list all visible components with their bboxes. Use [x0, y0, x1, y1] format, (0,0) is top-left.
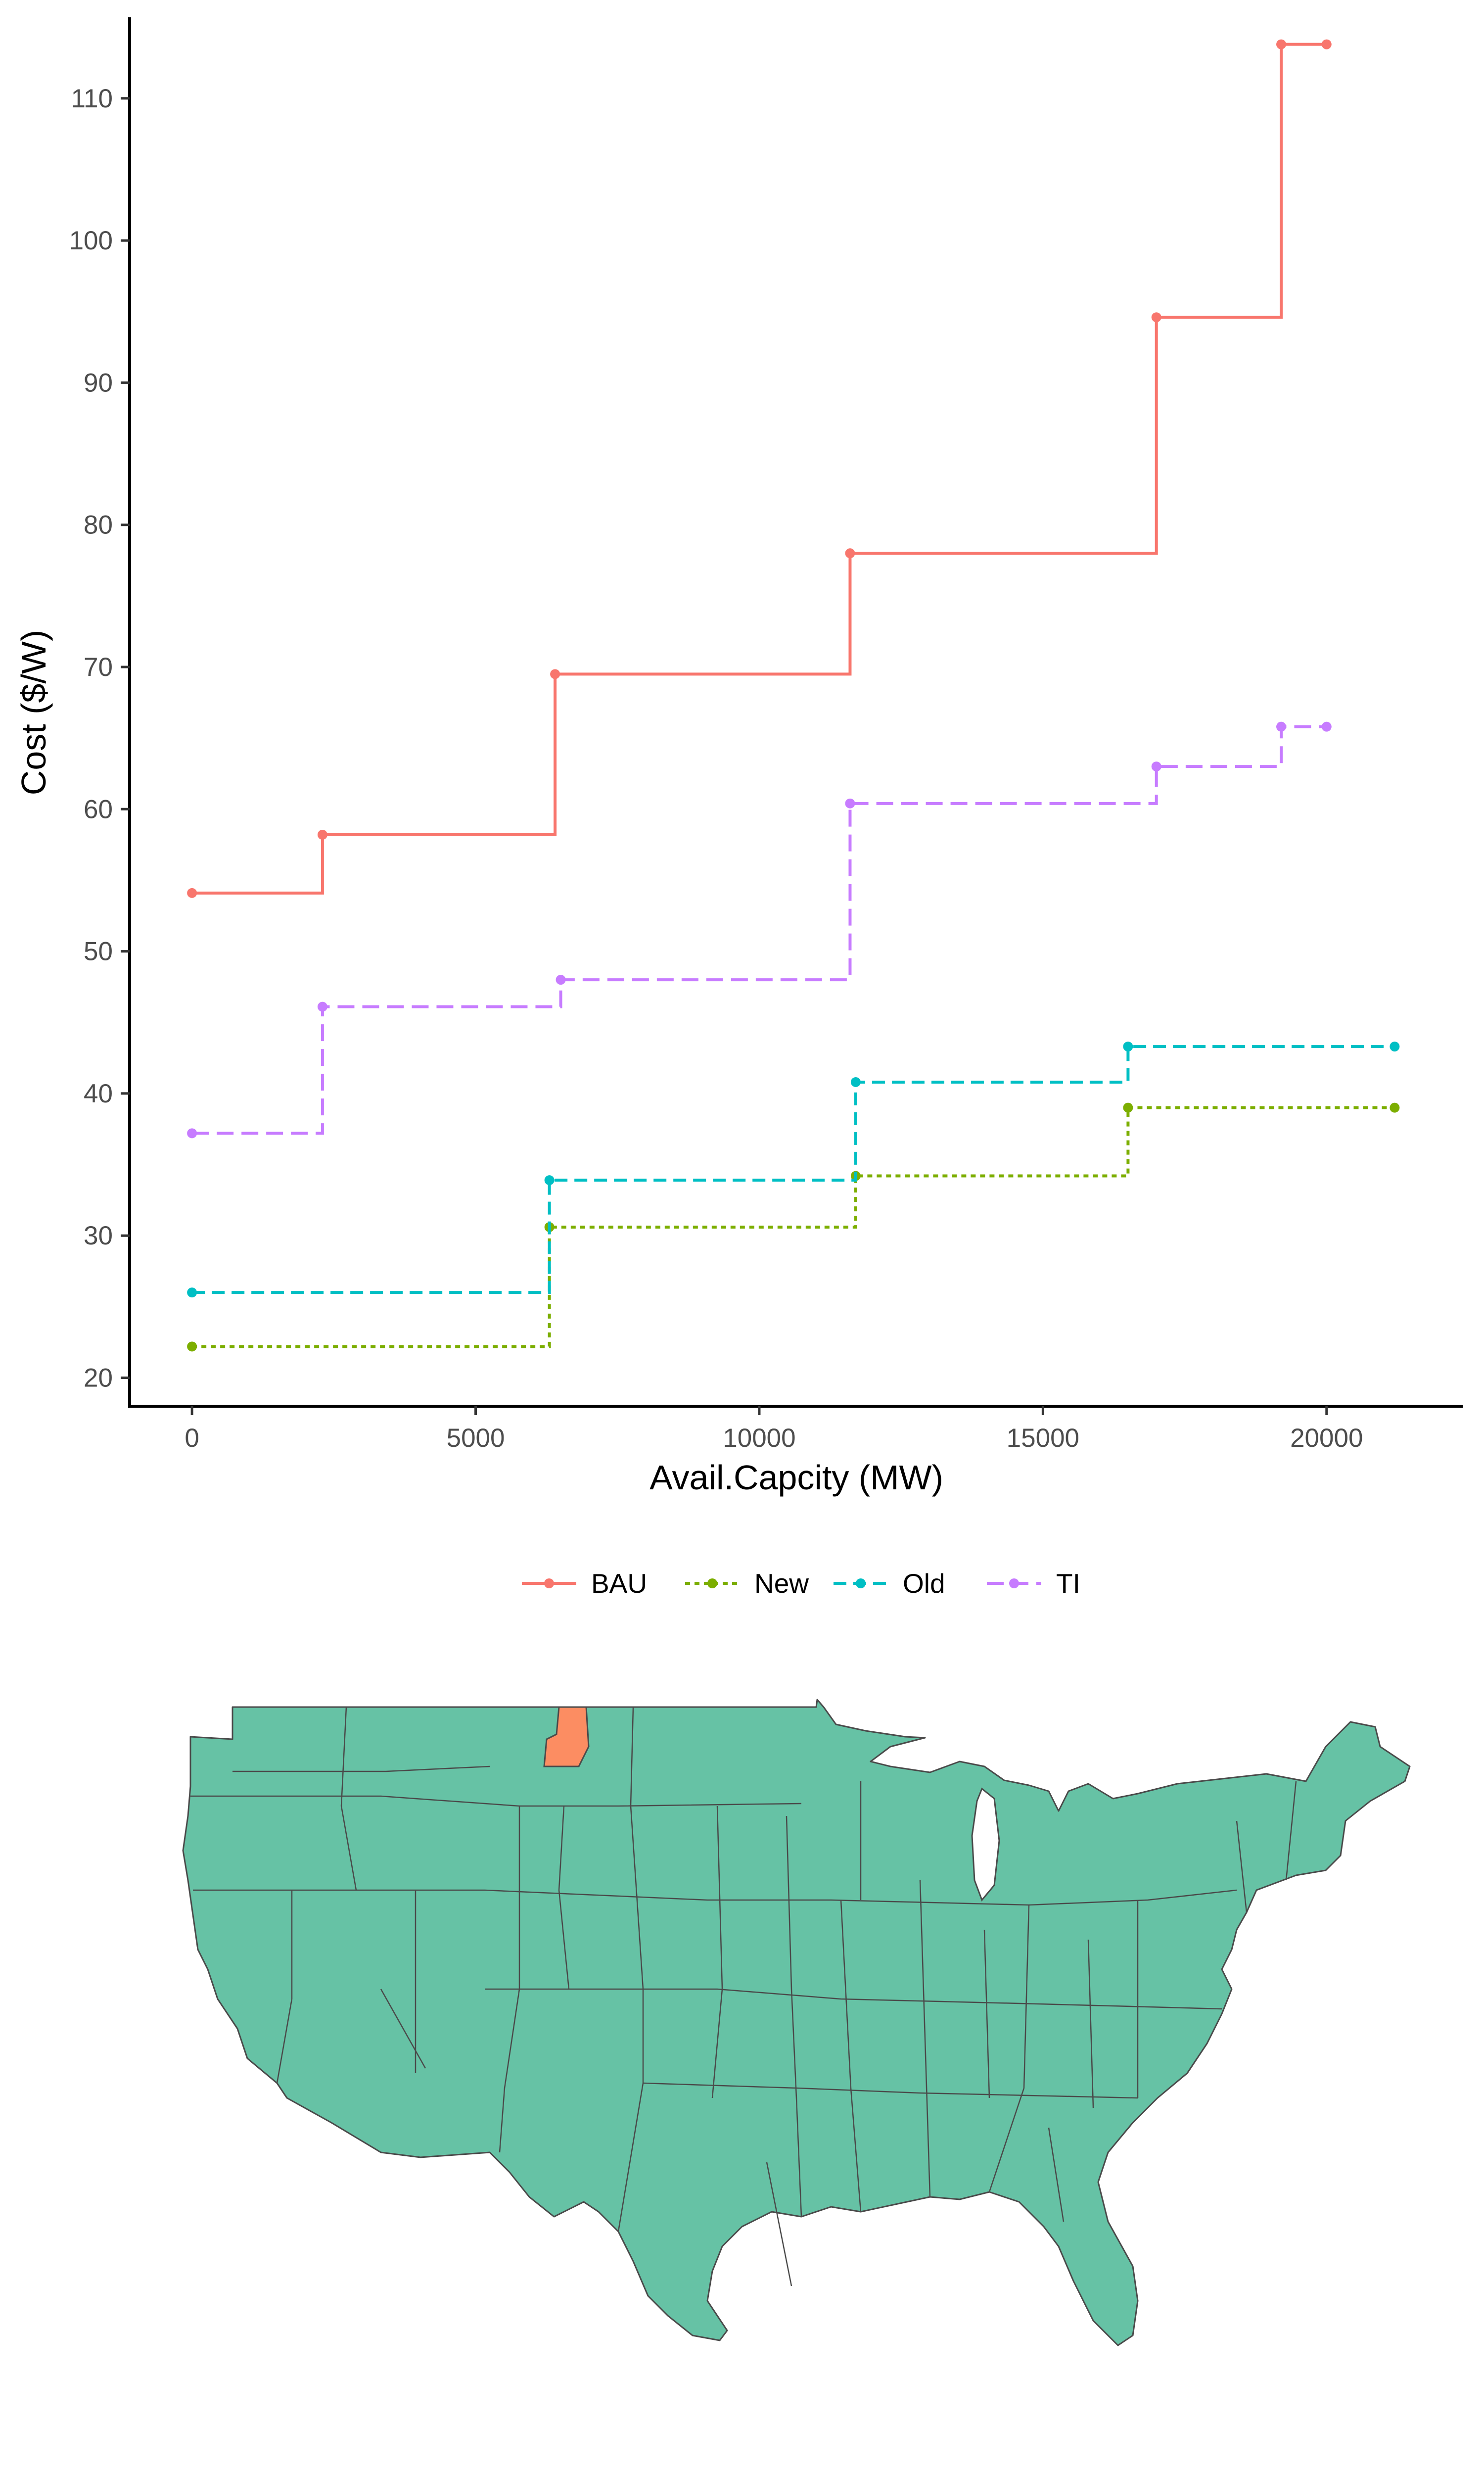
y-axis-ticks: 20 30 40 50 60 70 80 90 100 110	[69, 84, 130, 1393]
x-axis-ticks: 0 5000 10000 15000 20000	[185, 1406, 1363, 1453]
plot-panel: 20 30 40 50 60 70 80 90 100 110 0 5000 10000 15000 20…	[69, 17, 1463, 1453]
legend-key-point	[1009, 1578, 1019, 1588]
x-tick-label: 0	[185, 1424, 199, 1453]
x-tick-label: 5000	[447, 1424, 505, 1453]
conterminous-us	[182, 1699, 1411, 2346]
legend: BAU New Old TI	[522, 1568, 1080, 1599]
data-point	[317, 1001, 327, 1012]
legend-key-point	[856, 1578, 866, 1588]
series-layer	[187, 39, 1400, 1352]
series-new	[187, 1102, 1400, 1352]
y-tick-label: 40	[84, 1079, 113, 1108]
legend-item-ti: TI	[987, 1568, 1080, 1599]
series-line-bau	[192, 43, 1327, 895]
y-tick-label: 70	[84, 653, 113, 682]
legend-key-point	[544, 1578, 554, 1588]
data-point	[187, 1128, 197, 1139]
legend-label: BAU	[591, 1568, 647, 1599]
data-point	[845, 548, 855, 559]
x-axis-title: Avail.Capcity (MW)	[649, 1458, 943, 1497]
us-regions-map	[182, 1699, 1411, 2346]
series-bau	[187, 39, 1332, 898]
data-point	[1151, 761, 1161, 772]
legend-item-old: Old	[834, 1568, 945, 1599]
y-tick-label: 30	[84, 1221, 113, 1250]
data-point	[187, 888, 197, 898]
x-tick-label: 10000	[723, 1424, 795, 1453]
y-tick-label: 60	[84, 795, 113, 824]
series-old	[187, 1042, 1400, 1298]
region-boundaries	[190, 1707, 1297, 2286]
data-point	[850, 1077, 861, 1087]
legend-item-new: New	[685, 1568, 809, 1599]
lake-michigan	[971, 1787, 1000, 1902]
data-point	[317, 830, 327, 840]
series-line-new	[192, 1106, 1395, 1348]
x-tick-label: 15000	[1007, 1424, 1079, 1453]
data-point	[187, 1287, 197, 1298]
y-tick-label: 100	[69, 226, 113, 255]
data-point	[845, 798, 855, 809]
data-point	[1390, 1042, 1400, 1052]
series-ti	[187, 721, 1332, 1139]
data-point	[556, 975, 566, 985]
step-chart: 20 30 40 50 60 70 80 90 100 110 0 5000 10000 15000 20…	[14, 17, 1463, 1599]
us-outline	[182, 1699, 1411, 2346]
data-point	[1321, 721, 1332, 732]
data-point	[1151, 312, 1161, 323]
y-tick-label: 80	[84, 511, 113, 540]
data-point	[1123, 1102, 1133, 1113]
legend-label: TI	[1056, 1568, 1080, 1599]
series-line-ti	[192, 725, 1327, 1135]
legend-label: New	[754, 1568, 809, 1599]
x-tick-label: 20000	[1290, 1424, 1363, 1453]
highlighted-region	[543, 1706, 590, 1767]
y-axis-title: Cost ($/W)	[14, 630, 53, 795]
data-point	[1390, 1102, 1400, 1113]
data-point	[1123, 1042, 1133, 1052]
data-point	[1321, 39, 1332, 49]
data-point	[1276, 39, 1287, 49]
series-line-old	[192, 1045, 1395, 1294]
y-tick-label: 110	[71, 84, 113, 113]
data-point	[544, 1175, 555, 1186]
y-tick-label: 50	[84, 937, 113, 966]
data-point	[187, 1341, 197, 1352]
legend-label: Old	[903, 1568, 945, 1599]
y-tick-label: 90	[84, 368, 113, 397]
data-point	[1276, 721, 1287, 732]
y-tick-label: 20	[84, 1364, 113, 1393]
legend-key-point	[707, 1578, 717, 1588]
data-point	[550, 669, 560, 679]
legend-item-bau: BAU	[522, 1568, 647, 1599]
